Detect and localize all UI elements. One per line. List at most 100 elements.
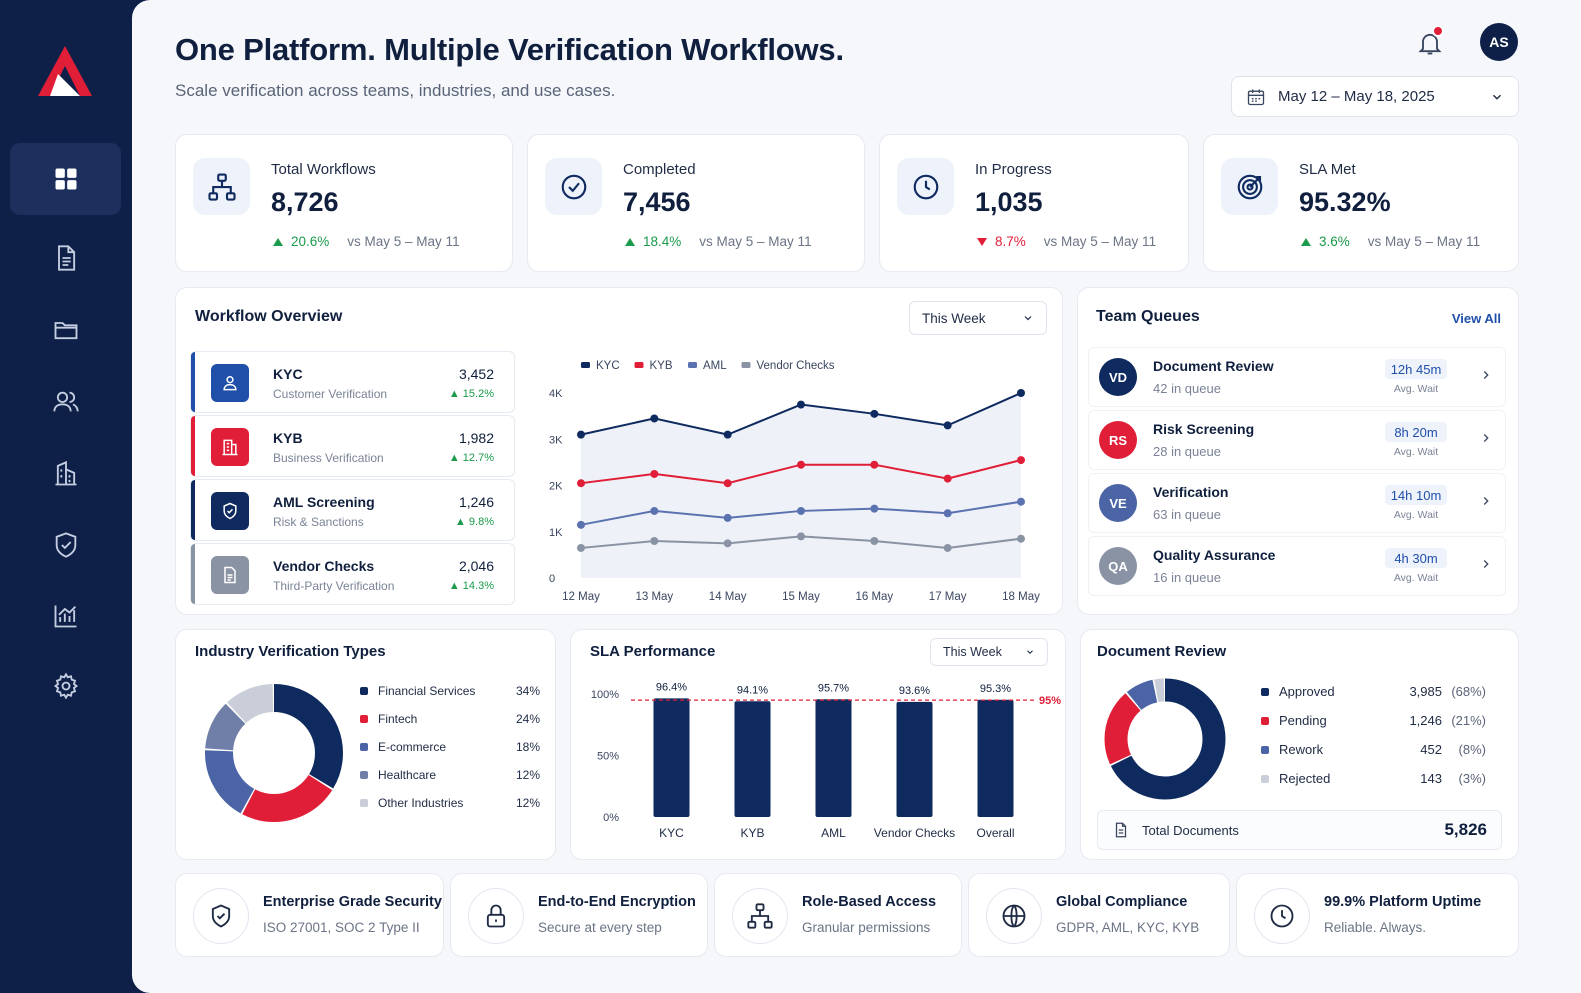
sla-target-label: 95% bbox=[1039, 695, 1061, 707]
queue-avatar: VE bbox=[1099, 484, 1137, 522]
x-tick-label: Vendor Checks bbox=[874, 826, 955, 840]
nav-organizations[interactable] bbox=[10, 438, 121, 510]
shield-check-icon bbox=[211, 904, 231, 928]
chevron-down-icon bbox=[1493, 94, 1501, 100]
donut-slice-financial-services bbox=[205, 684, 343, 822]
queue-item-quality-assurance[interactable]: QA Quality Assurance 16 in queue 4h 30m … bbox=[1088, 536, 1506, 596]
queue-wait-label: Avg. Wait bbox=[1393, 446, 1439, 458]
bar bbox=[734, 701, 771, 817]
x-tick-label: 16 May bbox=[855, 591, 893, 603]
workflow-item-vendor[interactable]: Vendor Checks Third-Party Verification 2… bbox=[190, 543, 515, 605]
data-point bbox=[943, 421, 952, 430]
queue-name: Verification bbox=[1153, 484, 1229, 500]
total-documents-bar[interactable]: Total Documents 5,826 bbox=[1097, 810, 1502, 850]
sla-title: SLA Performance bbox=[590, 643, 716, 660]
workflow-value: 1,982 bbox=[458, 430, 494, 446]
date-range-picker[interactable]: May 12 – May 18, 2025 bbox=[1231, 76, 1519, 117]
nav-compliance[interactable] bbox=[10, 509, 121, 581]
shield-check-icon bbox=[55, 532, 76, 558]
queue-count: 28 in queue bbox=[1153, 444, 1221, 459]
clock-icon bbox=[1270, 904, 1294, 928]
bar-value-label: 95.3% bbox=[980, 683, 1011, 695]
kpi-card-sla-met[interactable]: SLA Met 95.32% 3.6% vs May 5 – May 11 bbox=[1203, 134, 1519, 272]
sla-period-dropdown[interactable]: This Week bbox=[930, 638, 1048, 666]
data-point bbox=[870, 460, 879, 469]
feature-title: Global Compliance bbox=[1056, 894, 1188, 910]
kpi-value: 95.32% bbox=[1299, 187, 1391, 217]
trend-up-icon bbox=[1301, 237, 1311, 246]
feature-uptime: 99.9% Platform Uptime Reliable. Always. bbox=[1236, 873, 1519, 957]
queue-item-verification[interactable]: VE Verification 63 in queue 14h 10m Avg.… bbox=[1088, 473, 1506, 533]
nav-dashboard[interactable] bbox=[10, 143, 121, 215]
queue-item-document-review[interactable]: VD Document Review 42 in queue 12h 45m A… bbox=[1088, 347, 1506, 407]
y-tick-label: 1K bbox=[549, 527, 563, 539]
workflow-item-aml[interactable]: AML Screening Risk & Sanctions 1,246 ▲ 9… bbox=[190, 479, 515, 541]
x-tick-label: 17 May bbox=[929, 591, 967, 603]
feature-title: 99.9% Platform Uptime bbox=[1324, 894, 1482, 910]
y-tick-label: 100% bbox=[591, 689, 619, 701]
dashboard-grid-icon bbox=[55, 168, 76, 190]
queue-wait-badge: 14h 10m bbox=[1385, 485, 1447, 505]
queue-item-risk-screening[interactable]: RS Risk Screening 28 in queue 8h 20m Avg… bbox=[1088, 410, 1506, 470]
kpi-compare: vs May 5 – May 11 bbox=[347, 234, 460, 249]
queue-count: 42 in queue bbox=[1153, 381, 1221, 396]
queue-wait-label: Avg. Wait bbox=[1393, 509, 1439, 521]
brand-logo-icon[interactable] bbox=[36, 44, 94, 98]
legend-label: Financial Services bbox=[378, 684, 476, 698]
page-subtitle: Scale verification across teams, industr… bbox=[175, 81, 616, 100]
data-point bbox=[943, 509, 952, 518]
nav-users[interactable] bbox=[10, 366, 121, 438]
feature-subtitle: ISO 27001, SOC 2 Type II bbox=[263, 920, 420, 935]
legend-label: Rework bbox=[1279, 742, 1324, 757]
workflow-period-dropdown[interactable]: This Week bbox=[909, 301, 1047, 335]
notification-bell-icon[interactable] bbox=[1416, 28, 1444, 58]
nav-folders[interactable] bbox=[10, 294, 121, 366]
bar bbox=[815, 699, 852, 817]
legend-item: E-commerce 18% bbox=[360, 740, 540, 754]
legend-swatch bbox=[581, 362, 590, 368]
legend-label: Approved bbox=[1279, 684, 1335, 699]
kpi-card-in-progress[interactable]: In Progress 1,035 8.7% vs May 5 – May 11 bbox=[879, 134, 1189, 272]
user-avatar[interactable]: AS bbox=[1480, 23, 1518, 61]
nav-analytics[interactable] bbox=[10, 580, 121, 652]
queue-wait-badge: 4h 30m bbox=[1385, 548, 1447, 568]
clock-icon bbox=[913, 174, 938, 199]
workflow-item-kyb[interactable]: KYB Business Verification 1,982 ▲ 12.7% bbox=[190, 415, 515, 477]
shield-check-icon bbox=[223, 502, 237, 520]
kpi-card-completed[interactable]: Completed 7,456 18.4% vs May 5 – May 11 bbox=[527, 134, 865, 272]
y-tick-label: 0 bbox=[549, 573, 555, 585]
building-icon bbox=[55, 460, 76, 486]
data-point bbox=[870, 504, 879, 513]
bar-value-label: 95.7% bbox=[818, 682, 849, 694]
legend-label: Healthcare bbox=[378, 768, 437, 782]
nav-settings[interactable] bbox=[10, 650, 121, 722]
workflow-value: 2,046 bbox=[458, 558, 494, 574]
data-point bbox=[943, 543, 952, 552]
workflow-item-kyc[interactable]: KYC Customer Verification 3,452 ▲ 15.2% bbox=[190, 351, 515, 413]
legend-label: Fintech bbox=[378, 712, 418, 726]
chevron-right-icon bbox=[1483, 371, 1489, 379]
main-content: One Platform. Multiple Verification Work… bbox=[132, 0, 1581, 993]
x-tick-label: 13 May bbox=[635, 591, 673, 603]
legend-label: Rejected bbox=[1279, 771, 1331, 786]
industry-donut-chart bbox=[205, 684, 343, 822]
legend-pct: 18% bbox=[515, 740, 540, 754]
kpi-label: In Progress bbox=[975, 161, 1052, 178]
workflow-value: 3,452 bbox=[458, 366, 494, 382]
workflow-name: KYC bbox=[273, 366, 303, 382]
kpi-value: 1,035 bbox=[975, 187, 1043, 217]
y-tick-label: 3K bbox=[549, 434, 563, 446]
kpi-card-total-workflows[interactable]: Total Workflows 8,726 20.6% vs May 5 – Ma… bbox=[175, 134, 513, 272]
target-icon bbox=[1237, 174, 1262, 199]
legend-label: Pending bbox=[1279, 713, 1327, 728]
view-all-link[interactable]: View All bbox=[1451, 311, 1501, 326]
feature-title: End-to-End Encryption bbox=[538, 894, 696, 910]
legend-pct: 24% bbox=[515, 712, 540, 726]
workflow-line-chart: 0 1K 2K 3K 4K 12 May 13 May 14 May 15 May 16 May 1… bbox=[549, 360, 1040, 603]
sla-performance-card: SLA Performance This Week 0% 50% 100% 96.4%… bbox=[570, 629, 1066, 860]
kpi-delta: 3.6% bbox=[1319, 234, 1350, 249]
total-documents-value: 5,826 bbox=[1444, 820, 1487, 839]
document-icon bbox=[57, 245, 75, 271]
data-point bbox=[723, 430, 732, 439]
nav-documents[interactable] bbox=[10, 222, 121, 294]
